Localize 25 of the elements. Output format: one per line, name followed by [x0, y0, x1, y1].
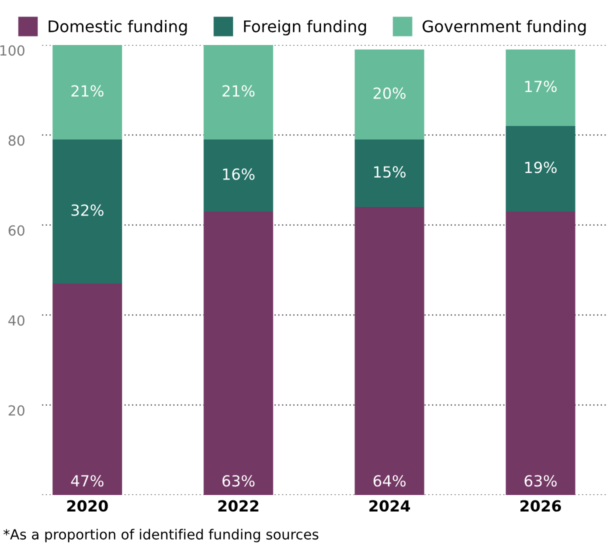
data-label: 64% — [374, 475, 406, 487]
legend-label: Government funding — [422, 20, 586, 36]
y-tick-label: 100 — [0, 45, 24, 56]
data-label: 17% — [525, 80, 557, 92]
text: *As a proportion of identified funding sources — [3, 528, 318, 542]
legend-label: Foreign funding — [244, 20, 366, 36]
data-label: 16% — [223, 168, 255, 180]
x-tick-label: 2020 — [67, 500, 108, 512]
y-tick-label: 60 — [8, 225, 24, 236]
y-tick-label: 40 — [8, 315, 24, 326]
legend-label: Domestic funding — [48, 20, 187, 36]
data-label: 63% — [222, 475, 255, 487]
data-label: 63% — [524, 475, 557, 487]
x-tick-label: 2024 — [369, 500, 410, 512]
x-tick-label: 2026 — [520, 500, 561, 512]
y-tick-label: 20 — [8, 405, 24, 416]
data-label: 19% — [525, 162, 557, 174]
data-label: 32% — [72, 204, 104, 216]
data-label: 47% — [71, 475, 104, 487]
data-label: 20% — [374, 87, 406, 99]
data-label: 15% — [374, 166, 406, 178]
data-label: 21% — [71, 85, 104, 97]
x-tick-label: 2022 — [218, 500, 258, 512]
data-label: 21% — [222, 85, 255, 97]
y-tick-label: 80 — [8, 135, 24, 146]
